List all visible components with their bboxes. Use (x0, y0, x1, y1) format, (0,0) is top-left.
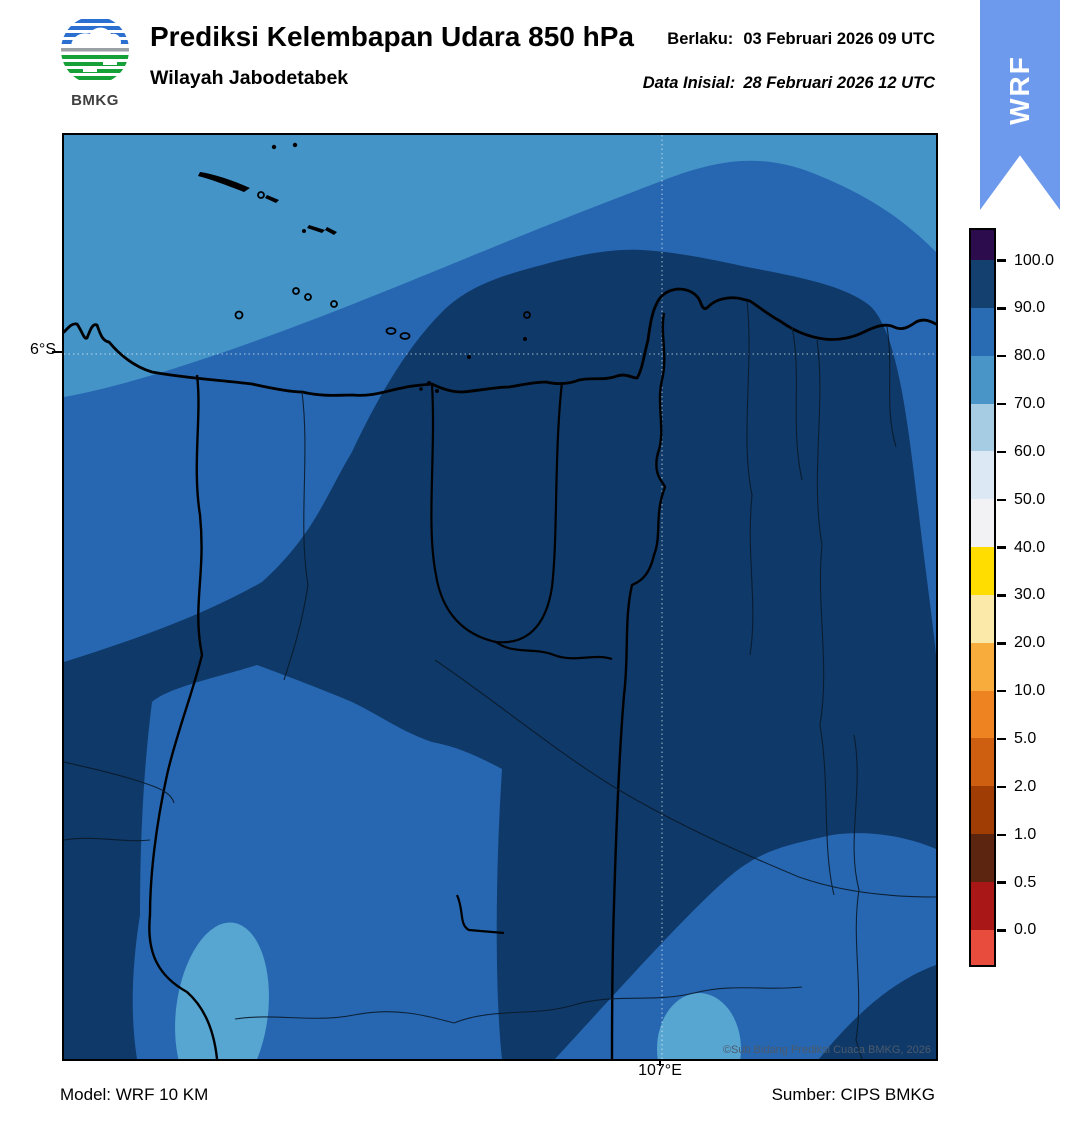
colorbar-tick-mark (997, 354, 1006, 358)
province-boundary-west (148, 374, 219, 1059)
valid-time-label: Berlaku: (667, 30, 734, 48)
colorbar-tick-label: 1.0 (1014, 825, 1037, 843)
coastline (64, 287, 936, 397)
colorbar-tick-mark (997, 929, 1006, 932)
islands (198, 142, 531, 393)
colorbar-segment (971, 690, 994, 739)
map-copyright: ©Sub Bidang Prediksi Cuaca BMKG, 2026 (722, 1044, 931, 1056)
humidity-contour-map (64, 135, 936, 1059)
colorbar-segment (971, 834, 994, 882)
colorbar-tick-mark (997, 259, 1006, 262)
band-70-80-blob-center (657, 993, 741, 1059)
lat-tick-label: 6°S (30, 341, 56, 358)
colorbar (969, 228, 996, 967)
initial-time-value: 28 Februari 2026 12 UTC (743, 74, 935, 92)
colorbar-tick-label: 90.0 (1014, 299, 1046, 317)
colorbar-segment (971, 881, 994, 930)
colorbar-tick-mark (997, 546, 1006, 549)
lat-tick-mark (52, 351, 62, 353)
wrf-ribbon: WRF (980, 0, 1060, 210)
colorbar-tick-label: 5.0 (1014, 730, 1037, 748)
colorbar-tick-label: 2.0 (1014, 777, 1037, 795)
lon-tick-label: 107°E (638, 1062, 682, 1079)
colorbar-tick-label: 60.0 (1014, 442, 1046, 460)
colorbar-segment (971, 786, 994, 835)
colorbar-segment (971, 230, 994, 260)
bmkg-logo-icon (61, 16, 129, 84)
valid-time-value: 03 Februari 2026 09 UTC (743, 30, 935, 48)
footer-source: Sumber: CIPS BMKG (771, 1085, 935, 1104)
boundary-segment-bogor (455, 894, 505, 935)
province-boundary-east (610, 312, 667, 1059)
colorbar-tick-label: 70.0 (1014, 395, 1046, 413)
colorbar-tick-mark (997, 689, 1006, 693)
initial-time: Data Inisial: 28 Februari 2026 12 UTC (643, 74, 935, 93)
colorbar-tick-label: 50.0 (1014, 490, 1046, 508)
colorbar-segment (971, 642, 994, 691)
band-90-100-corner (819, 965, 936, 1059)
colorbar-tick-label: 0.0 (1014, 921, 1037, 939)
footer-model: Model: WRF 10 KM (60, 1085, 209, 1104)
colorbar-tick-label: 0.5 (1014, 873, 1037, 891)
lon-tick-mark (659, 1059, 661, 1066)
colorbar-tick-label: 100.0 (1014, 251, 1055, 269)
weather-map: ©Sub Bidang Prediksi Cuaca BMKG, 2026 (62, 133, 938, 1061)
colorbar-tick-mark (997, 402, 1006, 406)
colorbar-tick-mark (997, 498, 1006, 502)
band-70-80-top (64, 135, 936, 397)
band-90-100-central (64, 249, 936, 1059)
wrf-ribbon-label: WRF (1004, 55, 1035, 125)
colorbar-tick-mark (997, 737, 1006, 741)
colorbar-tick-label: 80.0 (1014, 347, 1046, 365)
colorbar-tick-label: 30.0 (1014, 586, 1046, 604)
initial-time-label: Data Inisial: (642, 74, 736, 92)
colorbar-tick-mark (997, 594, 1006, 597)
colorbar-segment (971, 499, 994, 548)
page-title: Prediksi Kelembapan Udara 850 hPa (150, 21, 634, 52)
bmkg-logo-label: BMKG (71, 92, 119, 109)
colorbar-tick-label: 10.0 (1014, 682, 1046, 700)
colorbar-segment (971, 307, 994, 356)
colorbar-segment (971, 355, 994, 404)
colorbar-tick-mark (997, 833, 1006, 837)
colorbar-segment (971, 451, 994, 500)
boundary-depok (495, 641, 613, 661)
valid-time: Berlaku: 03 Februari 2026 09 UTC (667, 30, 935, 49)
district-boundaries (64, 300, 936, 1059)
colorbar-segment (971, 403, 994, 452)
bmkg-logo: BMKG (54, 13, 136, 111)
colorbar-segment (971, 594, 994, 643)
colorbar-segment (971, 260, 994, 308)
colorbar-tick-label: 20.0 (1014, 634, 1046, 652)
colorbar-segment (971, 738, 994, 787)
band-70-80-blob-west (175, 922, 269, 1059)
colorbar-segment (971, 929, 994, 965)
colorbar-tick-mark (997, 450, 1006, 454)
colorbar-tick-mark (997, 881, 1006, 884)
colorbar-tick-label: 40.0 (1014, 538, 1046, 556)
region-subtitle: Wilayah Jabodetabek (150, 67, 349, 89)
colorbar-segment (971, 547, 994, 595)
colorbar-tick-mark (997, 307, 1006, 310)
colorbar-tick-mark (997, 642, 1006, 645)
colorbar-tick-mark (997, 785, 1006, 789)
